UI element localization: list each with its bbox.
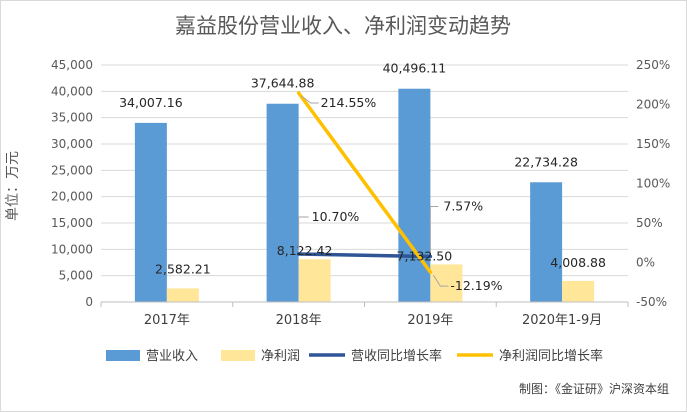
data-labels: 34,007.16 37,644.88 40,496.11 22,734.28 2,58… (119, 61, 606, 293)
y-tick-label: 10,000 (51, 242, 93, 256)
y-tick-label: 45,000 (51, 58, 93, 72)
y2-tick-label: 250% (636, 58, 670, 72)
bar-data-label: 8,122.42 (277, 243, 333, 258)
line-revenue-growth (296, 252, 433, 259)
legend-label: 营业收入 (146, 349, 198, 364)
bar-data-label: 37,644.88 (251, 76, 315, 91)
y2-tick-label: 200% (636, 98, 670, 112)
leader-line (432, 274, 449, 287)
y-tick-label: 35,000 (51, 111, 93, 125)
y-tick-label: 15,000 (51, 216, 93, 230)
bar-data-label: 4,008.88 (550, 255, 606, 270)
bar-revenue (398, 88, 431, 302)
legend: 营业收入 净利润 营收同比增长率 净利润同比增长率 (106, 348, 603, 364)
lines (296, 91, 433, 274)
x-tick-label: 2017年 (144, 313, 190, 328)
bar-revenue (266, 103, 299, 302)
leader-line (301, 95, 319, 104)
y-tick-label: 40,000 (51, 84, 93, 98)
x-tick-label: 2018年 (276, 313, 322, 328)
y2-tick-label: 150% (636, 137, 670, 151)
y2-tick-label: 0% (636, 256, 655, 270)
y2-tick-label: 100% (636, 177, 670, 191)
line-data-label: -12.19% (450, 278, 502, 293)
legend-label: 净利润 (261, 349, 300, 364)
source-credit: 制图：《金证研》沪深资本组 (519, 381, 669, 396)
line-data-label: 7.57% (443, 199, 483, 214)
chart-title: 嘉益股份营业收入、净利润变动趋势 (175, 14, 511, 38)
legend-swatch (221, 350, 255, 361)
legend-swatch (106, 350, 140, 361)
legend-label: 营收同比增长率 (351, 348, 442, 364)
grid (101, 64, 628, 303)
bars (134, 88, 595, 302)
y-tick-label: 5,000 (59, 269, 93, 283)
x-tick-label: 2019年 (407, 313, 453, 328)
bar-net-profit (430, 264, 463, 302)
leader-line (429, 206, 439, 253)
bar-data-label: 2,582.21 (155, 261, 211, 276)
bar-data-label: 22,734.28 (514, 154, 578, 169)
bar-data-label: 40,496.11 (383, 61, 447, 76)
leader-line (298, 216, 309, 251)
y-tick-label: 20,000 (51, 190, 93, 204)
bar-revenue (530, 182, 563, 302)
bar-data-label: 7,132.50 (397, 248, 453, 263)
y-tick-label: 25,000 (51, 163, 93, 177)
bar-net-profit (562, 280, 595, 302)
bar-net-profit (298, 259, 331, 302)
y2-tick-label: -50% (636, 295, 667, 309)
line-data-label: 214.55% (321, 95, 377, 110)
y-tick-label: 30,000 (51, 137, 93, 151)
y2-tick-label: 50% (636, 216, 663, 230)
bar-revenue (134, 122, 167, 302)
bar-net-profit (166, 288, 199, 302)
line-data-label: 10.70% (312, 209, 360, 224)
legend-label: 净利润同比增长率 (499, 348, 603, 364)
y-axis-label: 单位：万元 (5, 151, 21, 221)
axes: 0 5,000 10,000 15,000 20,000 25,000 30,000 35,0… (51, 58, 670, 328)
line-profit-growth (296, 91, 433, 274)
y-tick-label: 0 (85, 295, 93, 309)
x-tick-label: 2020年1-9月 (522, 313, 602, 328)
bar-data-label: 34,007.16 (119, 95, 183, 110)
